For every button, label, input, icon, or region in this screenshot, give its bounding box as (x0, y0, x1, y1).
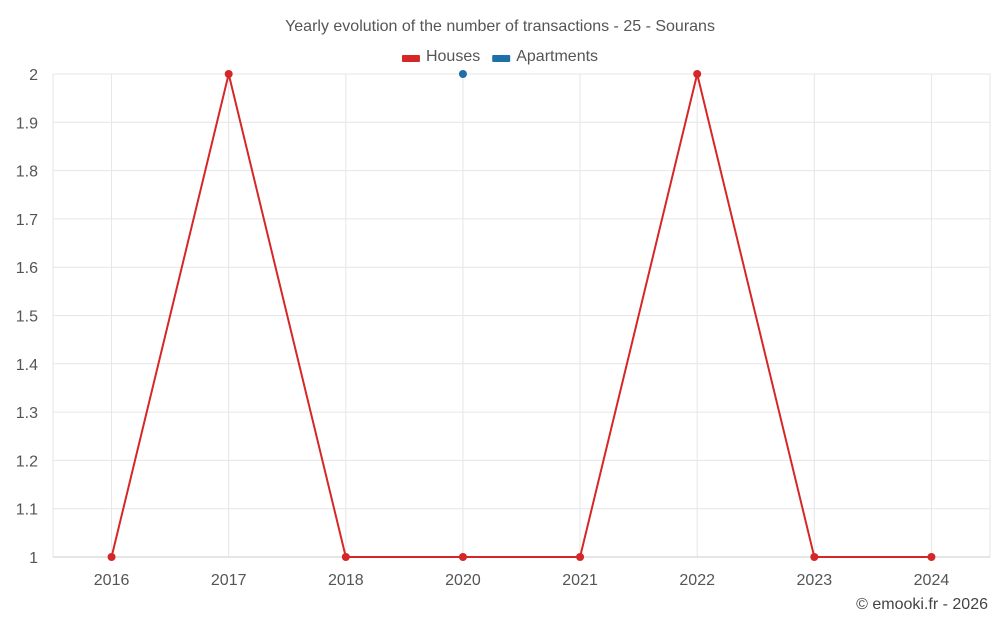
x-tick-label: 2021 (562, 572, 598, 589)
legend-label: Houses (426, 48, 480, 65)
y-tick-label: 1.9 (16, 115, 38, 132)
y-tick-label: 1 (29, 550, 38, 567)
series-houses (107, 70, 936, 561)
x-tick-label: 2020 (445, 572, 481, 589)
y-tick-label: 2 (29, 67, 38, 84)
y-tick-label: 1.5 (16, 309, 38, 326)
legend-label: Apartments (516, 48, 598, 65)
x-tick-label: 2022 (679, 572, 715, 589)
y-tick-label: 1.1 (16, 502, 38, 519)
credit-text: © emooki.fr - 2026 (856, 596, 988, 613)
data-point[interactable] (341, 553, 350, 561)
data-point[interactable] (458, 70, 467, 78)
x-tick-label: 2017 (211, 572, 247, 589)
series-line (110, 73, 932, 558)
x-tick-label: 2016 (94, 572, 130, 589)
series-apartments (458, 70, 467, 78)
data-point[interactable] (458, 553, 467, 561)
legend-swatch (401, 55, 420, 62)
y-tick-label: 1.2 (16, 453, 38, 470)
data-point[interactable] (810, 553, 819, 561)
data-point[interactable] (576, 553, 585, 561)
y-tick-label: 1.3 (16, 405, 38, 422)
chart-legend: Houses Apartments (401, 48, 598, 65)
y-tick-label: 1.4 (16, 357, 38, 374)
series-layer (107, 70, 936, 561)
data-point[interactable] (224, 70, 233, 78)
data-point[interactable] (927, 553, 936, 561)
x-tick-label: 2023 (797, 572, 833, 589)
data-point[interactable] (693, 70, 702, 78)
chart-title: Yearly evolution of the number of transa… (285, 18, 715, 35)
legend-item-apartments[interactable]: Apartments (492, 48, 598, 65)
legend-swatch (492, 55, 511, 62)
grid-lines (52, 73, 991, 558)
data-point[interactable] (107, 553, 116, 561)
x-tick-label: 2018 (328, 572, 364, 589)
y-tick-label: 1.8 (16, 164, 38, 181)
y-tick-label: 1.7 (16, 212, 38, 229)
legend-item-houses[interactable]: Houses (401, 48, 480, 65)
y-axis-ticks: 1 1.1 1.2 1.3 1.4 1.5 1.6 1.7 1.8 1.9 2 (16, 67, 38, 567)
y-tick-label: 1.6 (16, 260, 38, 277)
x-tick-label: 2024 (914, 572, 950, 589)
x-axis-ticks: 2016 2017 2018 2020 2021 2022 2023 2024 (94, 572, 950, 589)
